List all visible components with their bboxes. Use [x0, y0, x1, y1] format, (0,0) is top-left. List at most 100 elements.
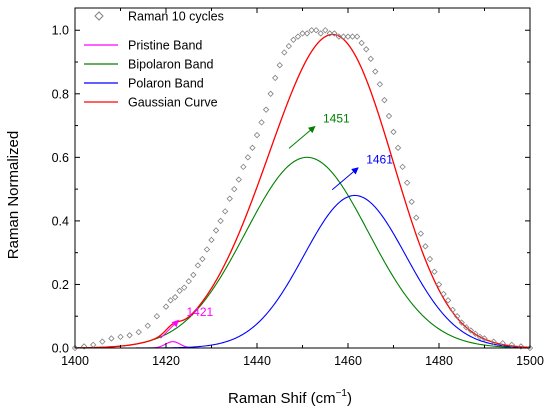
data-point — [372, 68, 379, 75]
data-point — [349, 33, 356, 40]
data-point — [167, 297, 174, 304]
data-point — [322, 27, 329, 34]
data-point — [422, 243, 429, 250]
data-point — [394, 144, 402, 151]
x-tick-label: 1460 — [334, 354, 362, 368]
data-point — [481, 335, 488, 342]
data-point — [262, 106, 270, 113]
data-point — [381, 96, 388, 104]
data-point — [272, 74, 279, 82]
markers-layer — [71, 27, 534, 352]
peak-label: 1451 — [323, 111, 350, 125]
data-point — [467, 327, 475, 334]
data-point — [162, 303, 170, 310]
legend: Raman 10 cycles Pristine Band Bipolaron … — [84, 10, 224, 110]
data-point — [408, 198, 415, 205]
x-tick-label: 1400 — [61, 354, 89, 368]
data-point — [299, 30, 306, 37]
data-point — [426, 255, 434, 263]
data-point — [517, 343, 525, 350]
data-point — [190, 271, 197, 279]
data-point — [71, 344, 79, 352]
data-point — [444, 297, 452, 304]
peak-arrow — [331, 167, 359, 191]
data-point — [276, 62, 283, 69]
data-point — [144, 322, 151, 329]
data-point — [340, 33, 347, 40]
data-point — [240, 163, 247, 171]
legend-marker-raman — [94, 11, 104, 21]
data-point — [185, 278, 192, 285]
y-tick-label: 0.4 — [52, 214, 69, 228]
data-point — [435, 281, 443, 288]
data-point — [208, 236, 215, 244]
data-point — [226, 195, 233, 202]
data-point — [458, 319, 465, 326]
legend-item-raman: Raman 10 cycles — [94, 10, 224, 24]
data-point — [199, 255, 206, 263]
data-point — [267, 90, 274, 97]
x-tick-label: 1480 — [425, 354, 453, 368]
y-axis-title: Raman Normalized — [5, 131, 22, 259]
data-point — [449, 306, 456, 314]
legend-label-gaussian: Gaussian Curve — [128, 96, 218, 110]
data-point — [290, 36, 297, 43]
data-point — [126, 332, 133, 339]
data-point — [508, 341, 515, 348]
data-point — [281, 49, 288, 56]
legend-item-gaussian: Gaussian Curve — [84, 96, 218, 110]
peak-arrow — [288, 125, 316, 149]
data-point — [526, 344, 534, 352]
data-point — [249, 144, 256, 151]
data-point — [413, 214, 420, 221]
legend-label-bipolaron: Bipolaron Band — [128, 58, 214, 72]
data-point — [181, 284, 188, 291]
data-point — [385, 112, 393, 120]
data-point — [135, 328, 142, 336]
data-point — [440, 290, 447, 298]
data-point — [312, 27, 320, 34]
data-point — [203, 246, 211, 253]
legend-label-pristine: Pristine Band — [128, 39, 202, 53]
data-point — [335, 33, 343, 40]
legend-item-bipolaron: Bipolaron Band — [84, 58, 214, 72]
data-point — [99, 338, 106, 345]
data-point — [417, 230, 424, 237]
peak-label: 1421 — [186, 305, 213, 319]
data-point — [363, 46, 370, 53]
x-tick-label: 1500 — [516, 354, 544, 368]
data-point — [358, 39, 365, 47]
data-point — [176, 287, 183, 294]
data-point — [326, 30, 333, 37]
y-tick-label: 0.0 — [52, 342, 69, 356]
legend-item-pristine: Pristine Band — [84, 39, 202, 53]
data-point — [212, 227, 220, 234]
y-tick-label: 1.0 — [52, 24, 69, 38]
data-point — [117, 333, 124, 341]
peak-arrow — [160, 319, 179, 339]
data-point — [390, 128, 397, 136]
gaussian-fit-curve — [74, 33, 531, 349]
annotations-layer: 1421 1451 1461 — [160, 111, 393, 339]
x-tick-label: 1440 — [243, 354, 271, 368]
data-point — [317, 30, 324, 37]
data-point — [90, 341, 97, 348]
x-axis-title-text: Raman Shif (cm — [228, 390, 336, 407]
data-point — [258, 119, 265, 126]
data-point — [303, 30, 311, 37]
data-point — [80, 343, 88, 350]
data-point — [376, 81, 384, 88]
y-tick-label: 0.2 — [52, 278, 69, 292]
x-axis-title: Raman Shif (cm−1) — [228, 388, 352, 407]
data-point — [221, 208, 229, 215]
data-point — [171, 293, 179, 301]
data-point — [463, 324, 470, 331]
data-point — [403, 179, 411, 186]
data-point — [499, 340, 506, 347]
legend-item-polaron: Polaron Band — [84, 77, 204, 91]
data-point — [194, 262, 202, 269]
y-tick-label: 0.8 — [52, 87, 69, 101]
